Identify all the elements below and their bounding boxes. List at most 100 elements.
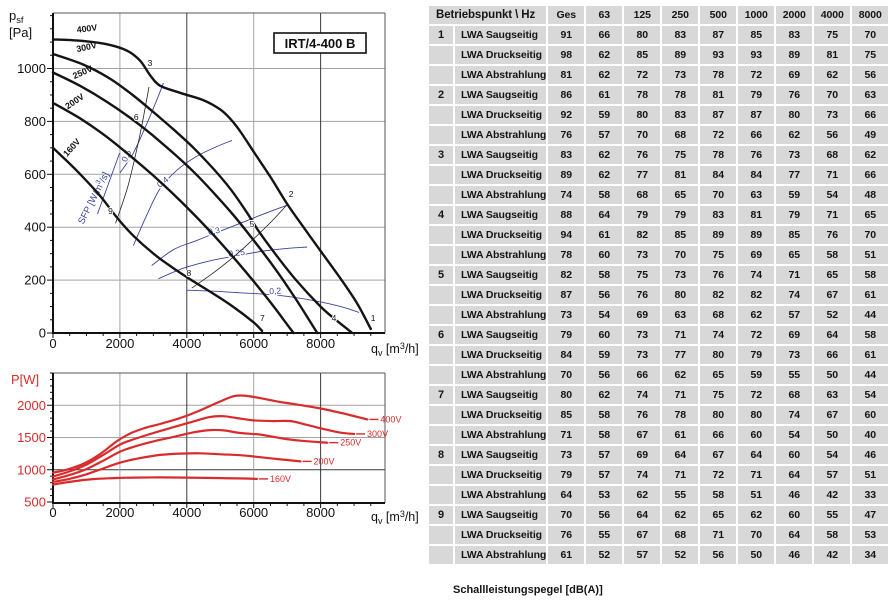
- table-cell: 59: [586, 346, 623, 364]
- row-label: LWA Druckseitig: [455, 526, 547, 544]
- table-cell: 58: [586, 266, 623, 284]
- row-label: LWA Abstrahlung: [455, 66, 546, 84]
- table-cell: 68: [776, 386, 813, 404]
- table-cell: 73: [624, 326, 661, 344]
- table-cell: 85: [662, 226, 699, 244]
- power-curve-400V: [51, 394, 369, 474]
- table-cell: 71: [662, 326, 699, 344]
- table-cell: 34: [852, 546, 889, 564]
- table-row: 7 LWA Saugseitig 80 62 74 71 75 72 68 63 54: [429, 386, 889, 404]
- curve-label-300V: 300V: [75, 40, 97, 54]
- op-point-number: [429, 546, 453, 564]
- table-cell: 67: [814, 286, 851, 304]
- row-label: LWA Abstrahlung: [455, 186, 546, 204]
- row-label: LWA Abstrahlung: [455, 486, 546, 504]
- table-cell: 78: [662, 406, 699, 424]
- label-part: /h]: [405, 510, 419, 524]
- table-cell: 86: [548, 86, 585, 104]
- table-cell: 55: [814, 506, 851, 524]
- table-cell: 62: [586, 386, 623, 404]
- table-cell: 44: [852, 366, 889, 384]
- curve-label-200V: 200V: [63, 91, 86, 111]
- table-cell: 63: [738, 186, 775, 204]
- table-cell: 54: [814, 446, 851, 464]
- table-cell: 78: [624, 86, 661, 104]
- table-cell: 91: [548, 26, 585, 44]
- table-cell: 74: [548, 186, 585, 204]
- table-cell: 70: [852, 26, 889, 44]
- table-cell: 80: [624, 106, 661, 124]
- table-cell: 69: [776, 66, 813, 84]
- row-label: LWA Abstrahlung: [455, 306, 546, 324]
- op-point-number: [429, 366, 453, 384]
- table-cell: 64: [624, 506, 661, 524]
- table-cell: 98: [548, 46, 585, 64]
- label-part: [m: [382, 342, 399, 356]
- table-cell: 67: [624, 426, 661, 444]
- sfp-axis-label: SFP [W/m3/s]: [75, 170, 112, 226]
- table-cell: 76: [548, 126, 585, 144]
- table-cell: 88: [548, 206, 585, 224]
- table-cell: 85: [548, 406, 585, 424]
- table-cell: 82: [548, 266, 585, 284]
- table-cell: 58: [586, 406, 623, 424]
- table-row: LWA Abstrahlung 71 58 67 61 66 60 54 50 40: [429, 426, 889, 444]
- op-point-number: [429, 486, 453, 504]
- table-cell: 55: [662, 486, 699, 504]
- table-row: LWA Abstrahlung 78 60 73 70 75 69 65 58 51: [429, 246, 889, 264]
- table-row: 2 LWA Saugseitig 86 61 78 78 81 79 76 70 63: [429, 86, 889, 104]
- row-label: LWA Saugseitig: [455, 506, 547, 524]
- table-cell: 56: [814, 126, 851, 144]
- table-cell: 65: [852, 206, 889, 224]
- table-cell: 56: [700, 546, 737, 564]
- table-row: LWA Abstrahlung 76 57 70 68 72 66 62 56 49: [429, 126, 889, 144]
- table-cell: 60: [852, 406, 889, 424]
- table-cell: 81: [700, 86, 737, 104]
- table-cell: 62: [662, 366, 699, 384]
- table-cell: 73: [624, 346, 661, 364]
- pressure-y-label: psf: [9, 8, 24, 25]
- table-cell: 73: [662, 66, 699, 84]
- op-point-1: 1: [371, 313, 376, 323]
- curve-200V: [51, 101, 295, 335]
- label-part: /s]: [97, 170, 111, 184]
- op-point-number: 8: [429, 446, 453, 464]
- curve-400V: [51, 38, 372, 331]
- table-cell: 79: [776, 206, 813, 224]
- sfp-curve-0,3: [151, 204, 288, 266]
- table-cell: 73: [776, 346, 813, 364]
- table-cell: 61: [548, 546, 585, 564]
- table-cell: 46: [776, 486, 813, 504]
- table-cell: 77: [624, 166, 661, 184]
- sfp-curve-label: 0,2: [269, 285, 282, 296]
- table-cell: 74: [776, 286, 813, 304]
- table-cell: 71: [662, 386, 699, 404]
- table-cell: 73: [662, 266, 699, 284]
- sfp-leader-line: [97, 152, 120, 215]
- table-cell: 66: [814, 346, 851, 364]
- table-cell: 60: [586, 326, 623, 344]
- table-cell: 85: [624, 46, 661, 64]
- label-part: v: [378, 516, 383, 526]
- table-cell: 58: [852, 326, 889, 344]
- table-cell: 87: [700, 26, 737, 44]
- table-cell: 74: [738, 266, 775, 284]
- table-cell: 89: [548, 166, 585, 184]
- table-cell: 84: [700, 166, 737, 184]
- table-cell: 53: [586, 486, 623, 504]
- system-curve: [191, 203, 289, 289]
- table-cell: 54: [814, 186, 851, 204]
- op-point-8: 8: [186, 268, 191, 278]
- table-cell: 76: [624, 286, 661, 304]
- table-cell: 62: [738, 306, 775, 324]
- table-cell: 47: [852, 506, 889, 524]
- x-tick-label: 0: [49, 505, 56, 520]
- op-point-number: [429, 46, 453, 64]
- op-point-number: 7: [429, 386, 453, 404]
- table-cell: 76: [548, 526, 585, 544]
- table-cell: 76: [738, 146, 775, 164]
- op-point-6: 6: [134, 112, 139, 122]
- op-point-2: 2: [289, 189, 294, 199]
- table-cell: 58: [852, 266, 889, 284]
